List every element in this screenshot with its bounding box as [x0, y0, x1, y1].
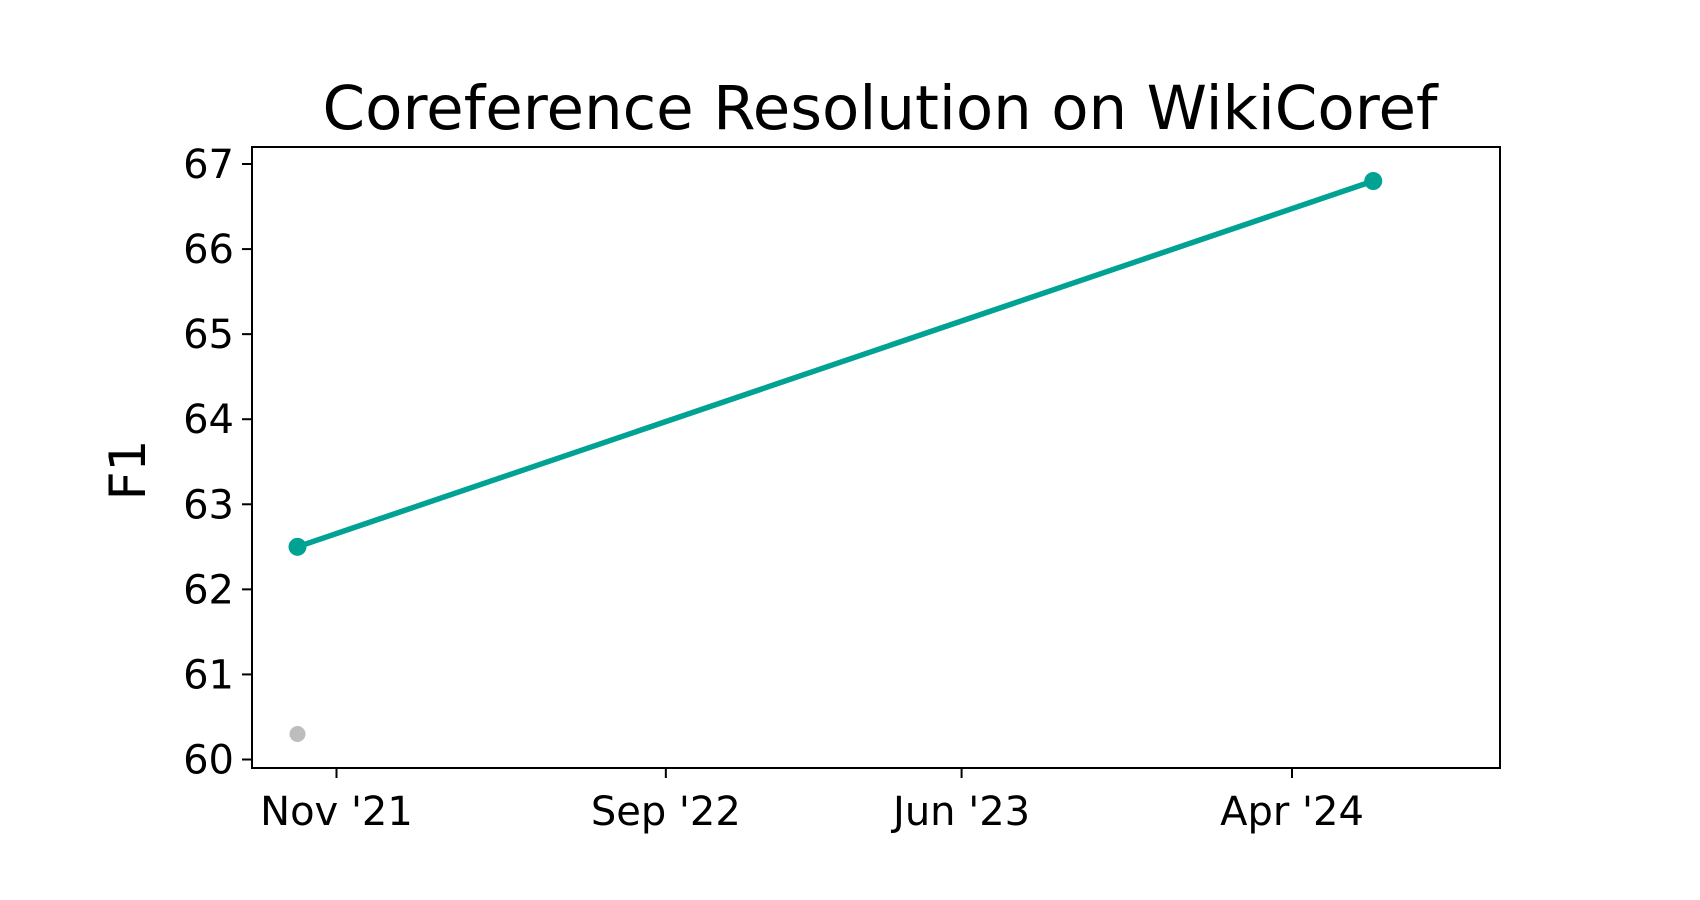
plot-frame	[251, 146, 1501, 769]
chart-title: Coreference Resolution on WikiCoref	[323, 73, 1439, 144]
data-point	[288, 537, 307, 556]
y-tick-label: 60	[183, 737, 234, 783]
y-tick-label: 67	[183, 142, 234, 188]
data-point	[1364, 172, 1383, 191]
y-tick-label: 65	[183, 312, 234, 358]
plot-area: 60 61 62 63 64 65 66 67 Nov '21 Sep '22 Jun '23 Apr…	[183, 142, 1383, 835]
x-tick-label: Apr '24	[1220, 789, 1364, 835]
data-point-other	[289, 725, 306, 742]
x-tick-label: Jun '23	[890, 789, 1030, 835]
series-line	[294, 178, 1376, 550]
y-tick-label: 66	[183, 227, 234, 273]
y-axis-label: F1	[99, 440, 157, 501]
y-tick-label: 63	[183, 482, 234, 528]
x-tick-label: Nov '21	[260, 789, 413, 835]
y-tick-label: 62	[183, 567, 234, 613]
y-tick-label: 64	[183, 397, 234, 443]
y-tick-label: 61	[183, 652, 234, 698]
x-tick-label: Sep '22	[591, 789, 741, 835]
